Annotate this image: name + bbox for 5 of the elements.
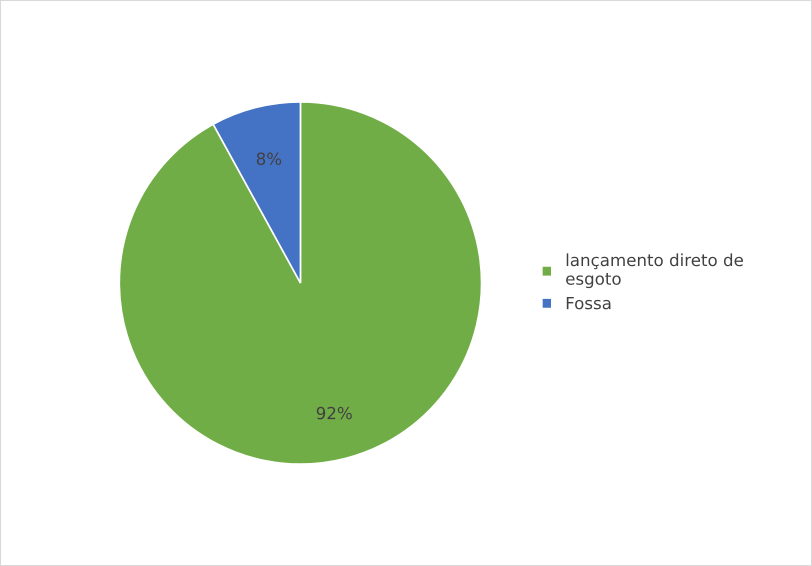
data-label: 92%	[316, 406, 352, 420]
data-label: 8%	[256, 152, 282, 166]
legend-label: lançamento direto de esgoto	[566, 253, 743, 288]
pie-slice	[118, 101, 482, 465]
legend-label: Fossa	[566, 297, 610, 310]
